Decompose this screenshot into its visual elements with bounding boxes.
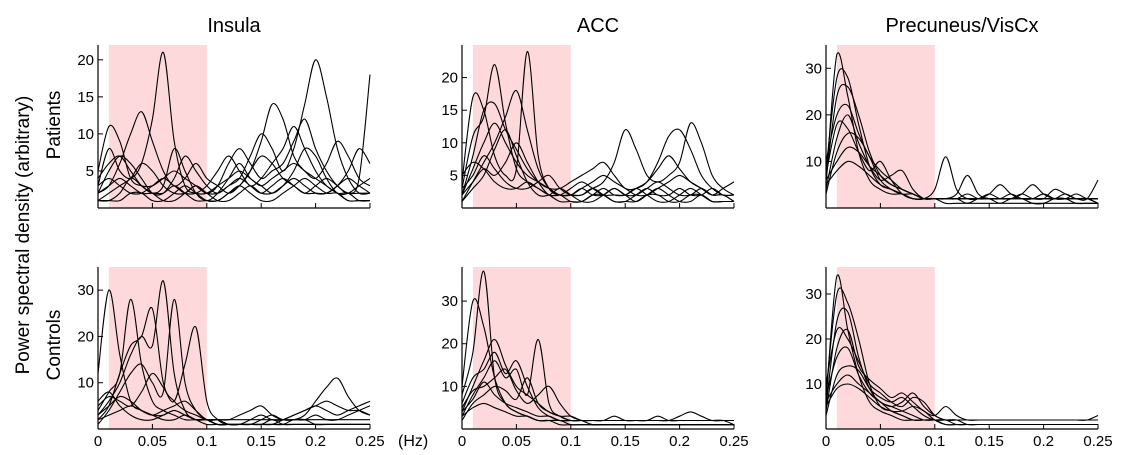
series-line-9 bbox=[461, 402, 734, 422]
controls-precuneus-panel: 10 20 30 0 0.05 0.1 0.15 0.2 0.25 bbox=[805, 267, 1113, 450]
y-tick-label: 30 bbox=[805, 286, 822, 303]
y-tick-label: 20 bbox=[441, 336, 458, 353]
controls-insula-panel: 10 20 30 0 0.05 0.1 0.15 0.2 0.25 bbox=[77, 267, 385, 450]
y-tick-label: 10 bbox=[805, 153, 822, 170]
y-tick-label: 30 bbox=[805, 60, 822, 77]
y-axis-label: Power spectral density (arbitrary) bbox=[13, 96, 34, 375]
y-tick-label: 20 bbox=[77, 52, 94, 69]
x-tick-label: 0.05 bbox=[866, 433, 895, 450]
controls-acc-panel: 10 20 30 0 0.05 0.1 0.15 0.2 0.25 bbox=[441, 267, 749, 450]
y-tick-label: 5 bbox=[86, 163, 94, 180]
panel-title: Precuneus/VisCx bbox=[885, 15, 1038, 37]
y-tick-label: 20 bbox=[441, 70, 458, 87]
x-tick-label: 0.05 bbox=[138, 433, 167, 450]
x-unit-label: (Hz) bbox=[398, 433, 428, 450]
y-tick-label: 10 bbox=[441, 135, 458, 152]
row-label-controls: Controls bbox=[44, 310, 65, 381]
y-tick-label: 5 bbox=[450, 167, 458, 184]
series-line-7 bbox=[461, 129, 734, 203]
series-line-9 bbox=[825, 383, 1098, 426]
x-tick-label: 0 bbox=[94, 433, 102, 450]
x-tick-label: 0.1 bbox=[196, 433, 217, 450]
series-line-4 bbox=[97, 59, 371, 202]
patients-precuneus-panel: 10 20 30 Precuneus/VisCx bbox=[805, 15, 1099, 209]
x-tick-label: 0.1 bbox=[924, 433, 945, 450]
series-line-5 bbox=[461, 122, 735, 197]
y-tick-label: 20 bbox=[805, 331, 822, 348]
y-tick-label: 15 bbox=[77, 89, 94, 106]
row-label-patients: Patients bbox=[44, 91, 65, 160]
patients-acc-panel: 5 10 15 20 ACC bbox=[441, 15, 735, 209]
x-tick-label: 0.1 bbox=[560, 433, 581, 450]
panel-title: Insula bbox=[207, 15, 261, 37]
frequency-band bbox=[836, 45, 935, 208]
x-tick-label: 0.25 bbox=[719, 433, 748, 450]
x-tick-label: 0.25 bbox=[1083, 433, 1112, 450]
x-tick-label: 0.15 bbox=[975, 433, 1004, 450]
x-tick-label: 0.15 bbox=[611, 433, 640, 450]
series-line-9 bbox=[825, 160, 1099, 205]
series-line-9 bbox=[97, 405, 370, 426]
series-line-8 bbox=[97, 391, 370, 421]
panels: 5 10 15 20 Insula 5 10 15 20 ACC 10 20 30 Precuneus/V… bbox=[77, 15, 1112, 450]
series-line-7 bbox=[97, 125, 370, 202]
x-tick-label: 0.2 bbox=[1033, 433, 1054, 450]
patients-insula-panel: 5 10 15 20 Insula bbox=[77, 15, 371, 209]
series-line-8 bbox=[461, 142, 734, 203]
y-tick-label: 30 bbox=[77, 282, 94, 299]
y-tick-label: 15 bbox=[441, 102, 458, 119]
series-line-10 bbox=[97, 155, 371, 202]
y-tick-label: 10 bbox=[441, 378, 458, 395]
y-tick-label: 30 bbox=[441, 293, 458, 310]
series-line-6 bbox=[461, 368, 734, 426]
series-line-4 bbox=[461, 90, 735, 202]
y-tick-label: 10 bbox=[77, 126, 94, 143]
panel-title: ACC bbox=[577, 15, 619, 37]
x-tick-label: 0.15 bbox=[247, 433, 276, 450]
series-line-9 bbox=[461, 161, 734, 203]
x-tick-label: 0 bbox=[458, 433, 466, 450]
y-tick-label: 10 bbox=[805, 376, 822, 393]
x-tick-label: 0.2 bbox=[669, 433, 690, 450]
series-line-3 bbox=[97, 102, 371, 194]
x-tick-label: 0.25 bbox=[355, 433, 384, 450]
series-line-8 bbox=[825, 146, 1099, 205]
series-line-3 bbox=[461, 101, 735, 196]
x-tick-label: 0 bbox=[822, 433, 830, 450]
y-tick-label: 20 bbox=[805, 107, 822, 124]
y-tick-label: 20 bbox=[77, 328, 94, 345]
x-tick-label: 0.05 bbox=[502, 433, 531, 450]
x-tick-label: 0.2 bbox=[305, 433, 326, 450]
y-tick-label: 10 bbox=[77, 375, 94, 392]
